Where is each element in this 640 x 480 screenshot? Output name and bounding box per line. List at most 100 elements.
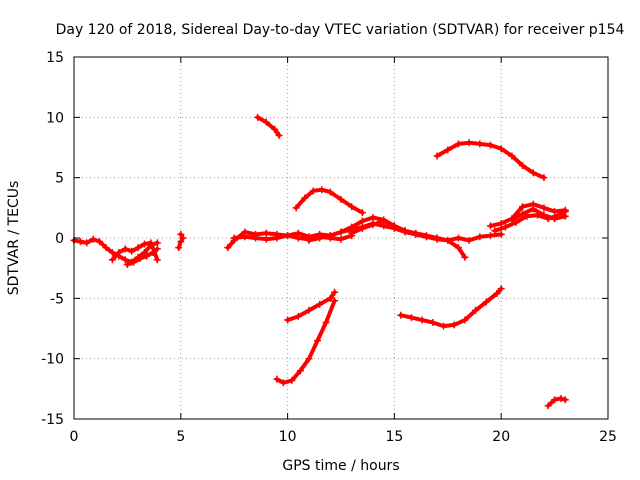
data-point xyxy=(337,195,345,203)
data-point xyxy=(108,248,116,256)
data-point xyxy=(540,174,548,182)
series-arc-15 xyxy=(284,288,339,324)
data-point xyxy=(284,232,292,240)
data-point xyxy=(275,131,283,139)
data-point xyxy=(487,222,495,230)
series-arc-11 xyxy=(433,139,548,182)
data-point xyxy=(147,239,155,247)
data-point xyxy=(262,118,270,126)
data-point xyxy=(380,217,388,225)
data-point xyxy=(273,375,281,383)
data-point xyxy=(130,258,138,266)
data-point xyxy=(433,152,441,160)
data-point xyxy=(177,230,185,238)
data-series xyxy=(70,113,569,410)
data-point xyxy=(254,113,262,121)
data-point xyxy=(519,203,527,211)
data-point xyxy=(143,252,151,260)
data-point xyxy=(316,300,324,308)
data-point xyxy=(153,256,161,264)
data-point xyxy=(224,244,232,252)
series-arc-3 xyxy=(123,245,161,269)
data-point xyxy=(487,232,495,240)
data-point xyxy=(262,235,270,243)
series-arc-2 xyxy=(108,239,161,264)
x-tick-label: 15 xyxy=(385,429,403,445)
data-point xyxy=(271,125,279,133)
data-point xyxy=(294,312,302,320)
series-line xyxy=(294,187,365,215)
data-point xyxy=(482,298,490,306)
data-point xyxy=(454,244,462,252)
data-point xyxy=(472,306,480,314)
data-point xyxy=(331,288,339,296)
data-point xyxy=(83,239,91,247)
data-point xyxy=(305,306,313,314)
data-point xyxy=(305,236,313,244)
series-arc-8 xyxy=(348,217,469,261)
y-tick-label: 15 xyxy=(46,50,64,66)
data-point xyxy=(136,255,144,263)
data-point xyxy=(461,316,469,324)
data-point xyxy=(369,221,377,229)
data-point xyxy=(288,376,296,384)
data-point xyxy=(433,234,441,242)
data-point xyxy=(331,297,339,305)
data-point xyxy=(305,355,313,363)
data-point xyxy=(551,215,559,223)
data-point xyxy=(440,322,448,330)
data-point xyxy=(497,145,505,153)
data-point xyxy=(230,234,238,242)
data-point xyxy=(429,318,437,326)
data-point xyxy=(422,232,430,240)
data-point xyxy=(369,213,377,221)
data-point xyxy=(401,227,409,235)
y-tick-label: 10 xyxy=(46,110,64,126)
data-point xyxy=(294,234,302,242)
data-point xyxy=(529,205,537,213)
data-point xyxy=(454,140,462,148)
data-point xyxy=(326,294,334,302)
data-point xyxy=(140,240,148,248)
data-point xyxy=(337,228,345,236)
series-arc-5 xyxy=(224,220,505,252)
data-point xyxy=(501,223,509,231)
y-tick-label: -15 xyxy=(41,412,64,428)
data-point xyxy=(551,207,559,215)
data-point xyxy=(444,236,452,244)
data-point xyxy=(348,229,356,237)
data-point xyxy=(491,227,499,235)
data-point xyxy=(519,162,527,170)
data-point xyxy=(262,229,270,237)
series-arc-1 xyxy=(70,235,161,266)
data-point xyxy=(497,220,505,228)
data-point xyxy=(444,146,452,154)
data-point xyxy=(123,261,131,269)
data-point xyxy=(76,238,84,246)
x-axis-label: GPS time / hours xyxy=(282,458,399,474)
data-point xyxy=(309,187,317,195)
y-tick-label: 5 xyxy=(55,171,64,187)
data-point xyxy=(465,139,473,147)
data-point xyxy=(301,194,309,202)
data-point xyxy=(476,233,484,241)
series-arc-18 xyxy=(544,394,569,410)
series-line xyxy=(398,286,504,329)
series-line xyxy=(176,232,185,250)
data-point xyxy=(318,186,326,194)
data-point xyxy=(177,238,185,246)
data-point xyxy=(551,396,559,404)
data-point xyxy=(292,204,300,212)
x-tick-label: 25 xyxy=(599,429,617,445)
data-point xyxy=(390,222,398,230)
data-point xyxy=(540,211,548,219)
data-point xyxy=(179,234,187,242)
series-arc-9 xyxy=(254,113,283,139)
data-point xyxy=(128,247,136,255)
series-arc-12 xyxy=(487,200,569,230)
data-point xyxy=(149,248,157,256)
data-point xyxy=(544,402,552,410)
data-point xyxy=(296,367,304,375)
data-point xyxy=(326,232,334,240)
data-point xyxy=(450,321,458,329)
